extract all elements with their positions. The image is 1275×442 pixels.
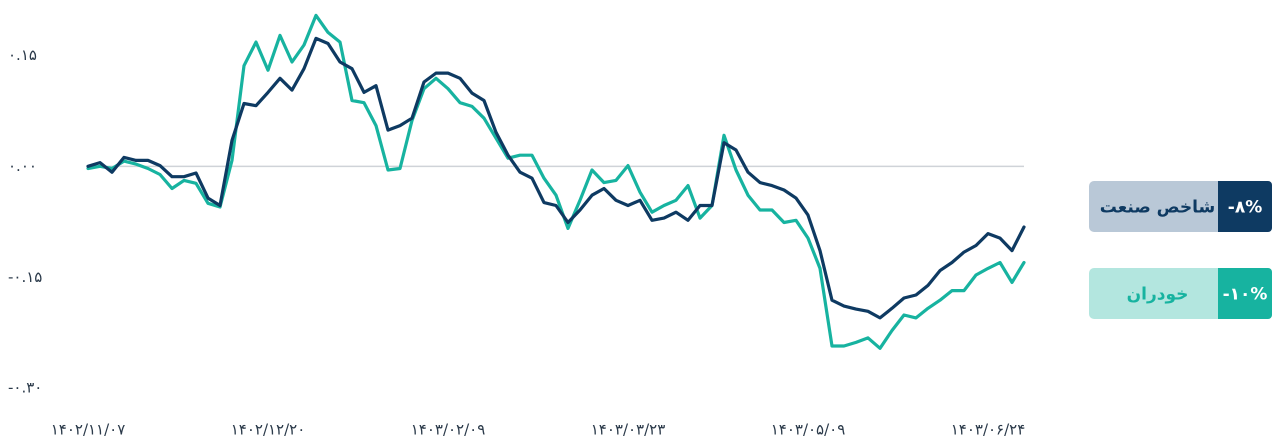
y-tick-label: -۰.۳۰ <box>8 379 42 397</box>
legend-change: -۱۰% <box>1223 285 1268 305</box>
y-tick-label: -۰.۱۵ <box>8 268 42 286</box>
y-tick-label: ۰.۰۰ <box>8 157 37 175</box>
x-tick-label: ۱۴۰۳/۰۳/۲۳ <box>591 421 666 439</box>
series-line <box>86 36 1026 320</box>
legend-change: -۸% <box>1228 198 1262 218</box>
legend-name: خودران <box>1127 285 1189 305</box>
x-tick-label: ۱۴۰۳/۰۶/۲۴ <box>951 421 1026 439</box>
legend-tag <box>1218 181 1272 232</box>
legend-tag <box>1218 268 1272 319</box>
legend-tag-edge <box>1218 181 1226 232</box>
series-line <box>86 13 1026 350</box>
legend-name: شاخص صنعت <box>1100 198 1215 218</box>
x-tick-label: ۱۴۰۳/۰۲/۰۹ <box>411 421 486 439</box>
x-tick-label: ۱۴۰۳/۰۵/۰۹ <box>771 421 846 439</box>
legend-item: شاخص صنعت -۸% <box>1089 181 1272 232</box>
y-tick-label: ۰.۱۵ <box>8 46 37 64</box>
x-tick-label: ۱۴۰۲/۱۱/۰۷ <box>51 421 126 439</box>
legend-item: خودران -۱۰% <box>1089 268 1272 319</box>
x-tick-label: ۱۴۰۲/۱۲/۲۰ <box>231 421 306 439</box>
legend-tag-edge <box>1218 268 1226 319</box>
